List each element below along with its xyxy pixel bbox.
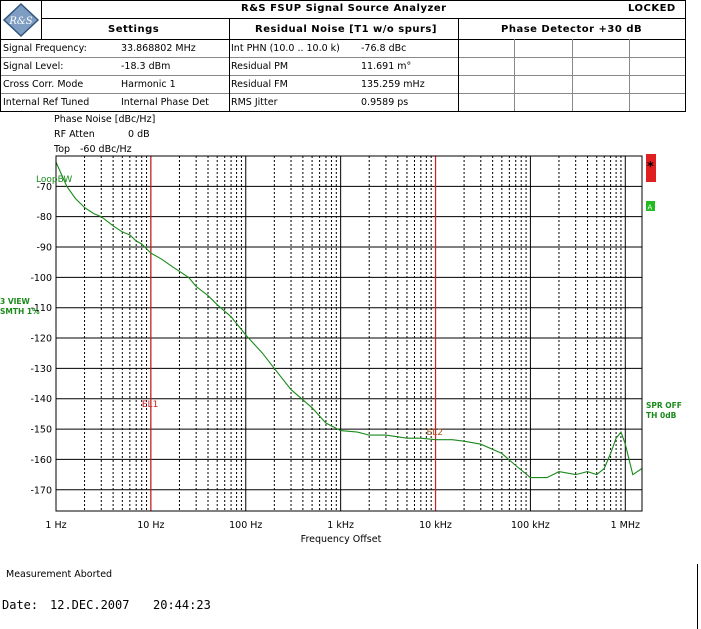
view-note: 3 VIEW <box>0 297 31 306</box>
settings-value-0: 33.868802 MHz <box>121 43 196 54</box>
y-tick-label: -170 <box>30 485 52 496</box>
loopbw-label: LoopBW <box>36 175 72 185</box>
x-axis-label: Frequency Offset <box>301 534 382 545</box>
plot-frame <box>55 155 643 512</box>
trace-a-indicator <box>646 201 655 211</box>
status-message: Measurement Aborted <box>6 569 113 580</box>
overload-indicator <box>646 154 656 182</box>
rf-atten-label: RF Atten <box>54 129 95 140</box>
trace-a-label: A <box>648 204 653 212</box>
residual-value-1: 11.691 m° <box>361 61 412 72</box>
rs-logo: R&S <box>2 2 40 38</box>
y-tick-label: -80 <box>36 212 52 223</box>
y-axis-label: Phase Noise [dBc/Hz] <box>54 114 156 125</box>
settings-value-2: Harmonic 1 <box>121 79 176 90</box>
y-tick-label: -120 <box>30 334 52 345</box>
settings-label-0: Signal Frequency: <box>3 43 87 54</box>
display-lines: EL1 EL2 <box>142 156 443 511</box>
header-table: R&S R&S FSUP Signal Source Analyzer LOCK… <box>0 0 686 112</box>
top-label: Top <box>54 144 71 155</box>
star-marker: * <box>647 160 654 175</box>
settings-value-3: Internal Phase Det <box>121 97 209 108</box>
tick-labels: -70 -80 -90 -100 -110 -120 -130 -140 -150 -160 -17… <box>30 182 640 531</box>
threshold-note: TH 0dB <box>646 411 677 420</box>
top-value: -60 dBc/Hz <box>80 144 132 155</box>
residual-label-0: Int PHN (10.0 .. 10.0 k) <box>231 43 340 54</box>
y-tick-label: -140 <box>30 394 52 405</box>
residual-value-0: -76.8 dBc <box>361 43 407 54</box>
phase-noise-trace <box>55 161 643 479</box>
lock-status: LOCKED <box>628 3 676 14</box>
residual-label-3: RMS Jitter <box>231 97 278 108</box>
app-title: R&S FSUP Signal Source Analyzer <box>241 3 447 14</box>
settings-label-2: Cross Corr. Mode <box>3 79 84 90</box>
settings-value-1: -18.3 dBm <box>121 61 171 72</box>
display-line-label: EL1 <box>142 400 158 410</box>
y-tick-label: -70 <box>36 182 52 193</box>
residual-value-3: 0.9589 ps <box>361 97 409 108</box>
x-tick-label: 10 Hz <box>137 520 164 531</box>
trace-layer <box>55 161 643 479</box>
logo-text: R&S <box>8 16 32 27</box>
spur-note: SPR OFF <box>646 401 682 410</box>
settings-label-1: Signal Level: <box>3 61 64 72</box>
residual-value-2: 135.259 mHz <box>361 79 425 90</box>
phase-detector-title: Phase Detector +30 dB <box>501 24 643 35</box>
y-tick-label: -160 <box>30 455 52 466</box>
x-tick-label: 1 kHz <box>327 520 354 531</box>
x-tick-label: 1 Hz <box>45 520 66 531</box>
phase-noise-chart: EL1 EL2 -70 -80 -90 -100 -110 -120 -130 -140 -150… <box>0 154 682 545</box>
y-tick-label: -130 <box>30 364 52 375</box>
settings-label-3: Internal Ref Tuned <box>3 97 90 108</box>
residual-label-2: Residual FM <box>231 79 288 90</box>
residual-label-1: Residual PM <box>231 61 289 72</box>
date-label: Date: <box>2 598 39 612</box>
y-tick-label: -110 <box>30 303 52 314</box>
display-line-label: EL2 <box>427 428 443 438</box>
smooth-note: SMTH 1% <box>0 307 40 316</box>
x-tick-label: 100 Hz <box>229 520 262 531</box>
grid <box>55 156 642 511</box>
y-tick-label: -150 <box>30 425 52 436</box>
x-tick-label: 100 kHz <box>511 520 550 531</box>
date-value: 12.DEC.2007 <box>50 598 130 612</box>
y-tick-label: -90 <box>36 243 52 254</box>
settings-title: Settings <box>108 24 160 35</box>
x-tick-label: 10 kHz <box>419 520 452 531</box>
x-tick-label: 1 MHz <box>611 520 640 531</box>
residual-title: Residual Noise [T1 w/o spurs] <box>255 24 437 35</box>
y-tick-label: -100 <box>30 273 52 284</box>
time-value: 20:44:23 <box>153 598 211 612</box>
rf-atten-value: 0 dB <box>128 129 150 140</box>
